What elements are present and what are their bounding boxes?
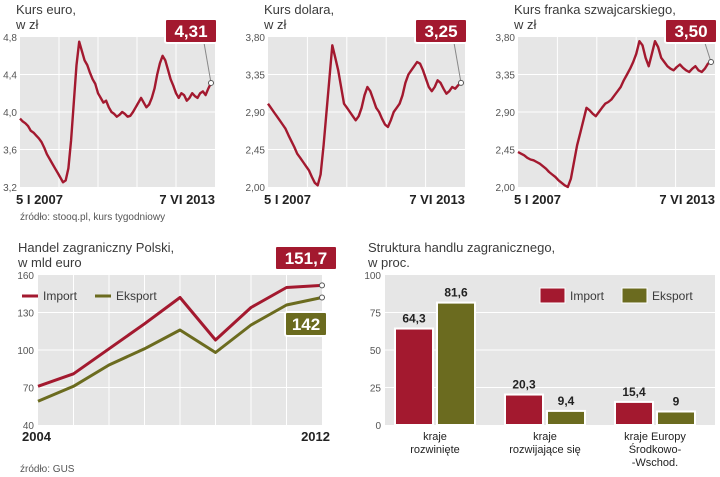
trade-y-tick: 40	[23, 421, 35, 432]
trade-import-badge: 151,7	[285, 249, 328, 268]
structure-category-label: rozwinięte	[410, 444, 460, 456]
chart1-x-end: 7 VI 2013	[159, 192, 215, 207]
legend-import-label: Import	[43, 289, 78, 303]
structure-bar-import	[614, 400, 654, 426]
chart2-title: Kurs dolara,	[264, 2, 334, 17]
structure-category-label: kraje	[423, 431, 447, 443]
trade-x-end: 2012	[301, 429, 330, 444]
chart2-value-badge-bg	[414, 18, 468, 44]
structure-bar-label: 20,3	[512, 378, 536, 392]
structure-y-tick: 100	[364, 271, 381, 282]
structure-category-label: kraje	[533, 431, 557, 443]
chart3-y-tick: 3,80	[496, 33, 516, 44]
chart2-subtitle: w zł	[263, 17, 287, 32]
chart2-y-tick: 3,35	[246, 71, 266, 82]
chart1-y-tick: 4,4	[3, 71, 17, 82]
chart2-end-marker	[458, 79, 464, 86]
trade-line-eksport	[37, 296, 323, 403]
chart1-y-tick: 3,2	[3, 183, 17, 194]
chart1-x-start: 5 I 2007	[16, 192, 63, 207]
trade-y-tick: 130	[17, 309, 34, 320]
legend-export-label: Eksport	[116, 289, 157, 303]
chart3-value-badge-bg	[664, 18, 718, 44]
structure-bar-label: 81,6	[444, 286, 468, 300]
chart1-value-badge-bg	[164, 18, 218, 44]
structure-legend-import-swatch	[539, 287, 566, 304]
chart3-x-start: 5 I 2007	[514, 192, 561, 207]
structure-legend-import-label: Import	[570, 289, 605, 303]
chart3-line	[517, 40, 712, 189]
chart1-value-badge: 4,31	[174, 22, 207, 41]
chart3-subtitle: w zł	[513, 17, 537, 32]
trade-y-tick: 160	[17, 271, 34, 282]
structure-y-tick: 0	[375, 421, 381, 432]
trade-y-tick: 70	[23, 384, 35, 395]
trade-title: Handel zagraniczny Polski,	[18, 240, 174, 255]
chart2-value-badge: 3,25	[424, 22, 457, 41]
structure-category-label: -Wschod.	[632, 457, 678, 469]
structure-y-tick: 75	[370, 309, 382, 320]
structure-bar-eksport	[656, 410, 696, 426]
structure-y-tick: 50	[370, 346, 382, 357]
structure-legend-export-swatch	[621, 287, 648, 304]
chart3-y-tick: 2,90	[496, 108, 516, 119]
chart3-value-badge: 3,50	[674, 22, 707, 41]
structure-bar-label: 9	[673, 395, 680, 409]
structure-bar-import	[394, 327, 434, 426]
structure-bar-label: 15,4	[622, 385, 646, 399]
chart1-subtitle: w zł	[15, 17, 39, 32]
trade-export-badge: 142	[292, 315, 320, 334]
chart1-end-marker	[208, 79, 214, 86]
chart3-y-tick: 3,35	[496, 71, 516, 82]
structure-category-label: Środkowo-	[629, 443, 682, 456]
chart2-x-start: 5 I 2007	[264, 192, 311, 207]
trade-y-tick: 100	[17, 346, 34, 357]
source-bottom: źródło: GUS	[20, 464, 75, 475]
chart1-line	[19, 40, 213, 184]
trade-line-import	[37, 283, 323, 388]
chart1-y-tick: 4,0	[3, 108, 17, 119]
trade-x-start: 2004	[22, 429, 52, 444]
chart2-leader	[452, 36, 462, 83]
source-top: źródło: stooq.pl, kurs tygodniowy	[20, 212, 165, 223]
chart1-y-tick: 3,6	[3, 146, 17, 157]
structure-category-label: rozwijające się	[509, 444, 581, 456]
chart1-y-tick: 4,8	[3, 33, 17, 44]
chart2-y-tick: 2,45	[246, 146, 266, 157]
chart2-x-end: 7 VI 2013	[409, 192, 465, 207]
trade-subtitle: w mld euro	[17, 255, 82, 270]
structure-bar-label: 64,3	[402, 312, 426, 326]
structure-y-tick: 25	[370, 384, 382, 395]
chart1-title: Kurs euro,	[16, 2, 76, 17]
trade-import-badge-bg	[274, 245, 338, 271]
chart3-x-end: 7 VI 2013	[659, 192, 715, 207]
chart3-title: Kurs franka szwajcarskiego,	[514, 2, 676, 17]
trade-end-marker	[319, 282, 325, 289]
structure-legend-export-label: Eksport	[652, 289, 693, 303]
structure-title: Struktura handlu zagranicznego,	[368, 240, 555, 255]
structure-subtitle: w proc.	[367, 255, 410, 270]
chart3-y-tick: 2,00	[496, 183, 516, 194]
chart3-y-tick: 2,45	[496, 146, 516, 157]
chart2-y-tick: 2,00	[246, 183, 266, 194]
trade-end-marker	[319, 294, 325, 301]
structure-category-label: kraje Europy	[624, 431, 686, 443]
chart3-end-marker	[708, 59, 714, 65]
structure-bar-eksport	[546, 409, 586, 426]
structure-bar-eksport	[436, 301, 476, 427]
chart2-y-tick: 2,90	[246, 108, 266, 119]
trade-export-badge-bg	[284, 311, 328, 337]
chart2-y-tick: 3,80	[246, 33, 266, 44]
structure-bar-import	[504, 393, 544, 426]
chart2-line	[267, 44, 462, 187]
structure-bar-label: 9,4	[558, 394, 575, 408]
chart1-leader	[202, 36, 212, 84]
